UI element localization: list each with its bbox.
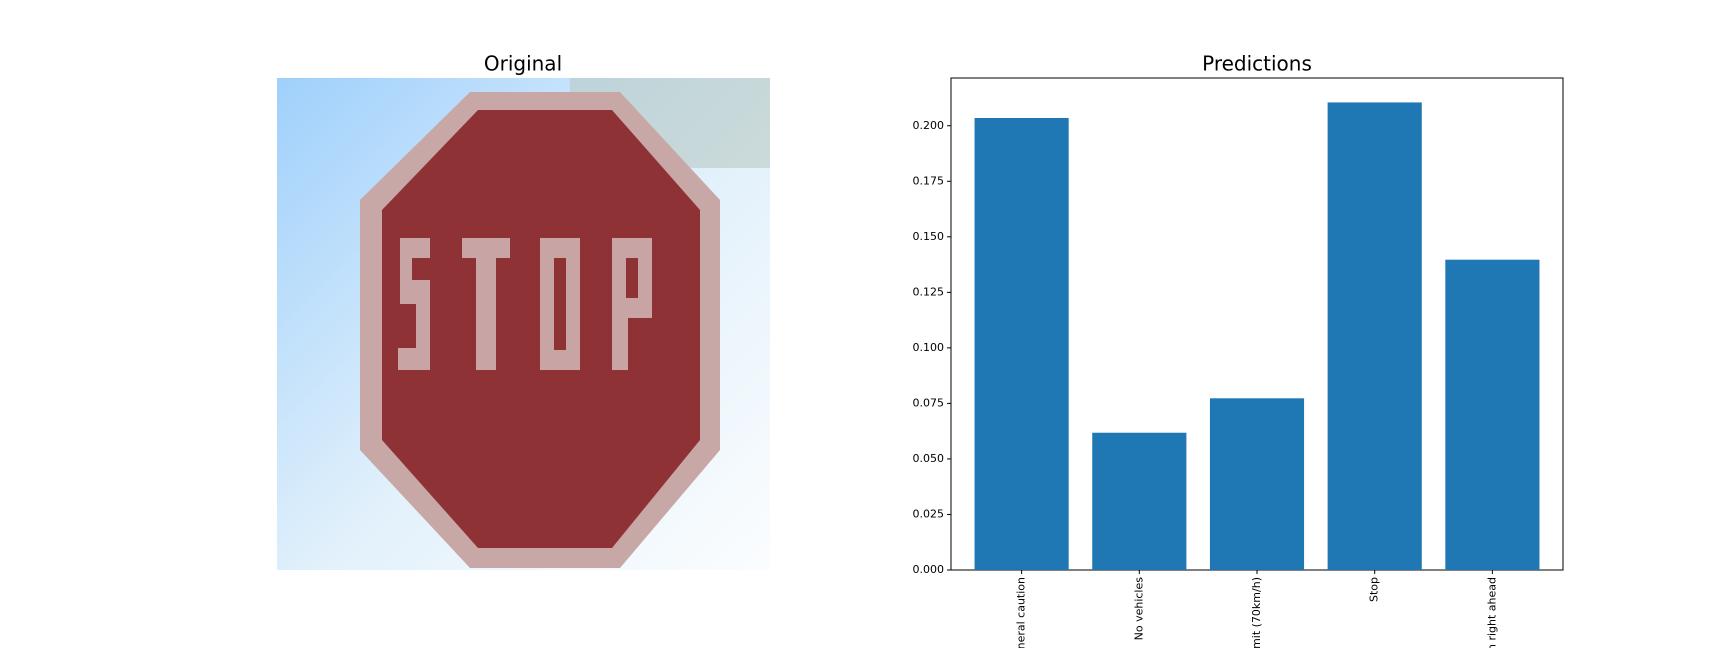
y-tick-label: 0.025 bbox=[913, 507, 945, 520]
image-title: Original bbox=[484, 52, 562, 76]
bar bbox=[1327, 102, 1422, 570]
chart-title: Predictions bbox=[1202, 52, 1312, 76]
y-tick-label: 0.000 bbox=[913, 563, 945, 576]
bar bbox=[974, 117, 1069, 571]
y-tick-label: 0.075 bbox=[913, 396, 945, 409]
y-tick-label: 0.050 bbox=[913, 452, 945, 465]
bar bbox=[1209, 398, 1305, 570]
x-tick-label: Stop bbox=[1368, 577, 1381, 602]
y-tick-label: 0.100 bbox=[913, 341, 945, 354]
x-tick-label: eneral caution bbox=[1015, 577, 1028, 648]
x-tick-label: limit (70km/h) bbox=[1250, 577, 1263, 648]
y-tick-label: 0.125 bbox=[913, 285, 945, 298]
x-tick-label: No vehicles bbox=[1132, 577, 1145, 641]
stop-sign-image bbox=[277, 78, 770, 570]
x-tick-label: rn right ahead bbox=[1485, 577, 1498, 648]
y-tick-label: 0.175 bbox=[913, 174, 945, 187]
y-tick-label: 0.200 bbox=[913, 119, 945, 132]
y-tick-label: 0.150 bbox=[913, 230, 945, 243]
bar bbox=[1092, 432, 1187, 570]
bar bbox=[1445, 259, 1540, 570]
